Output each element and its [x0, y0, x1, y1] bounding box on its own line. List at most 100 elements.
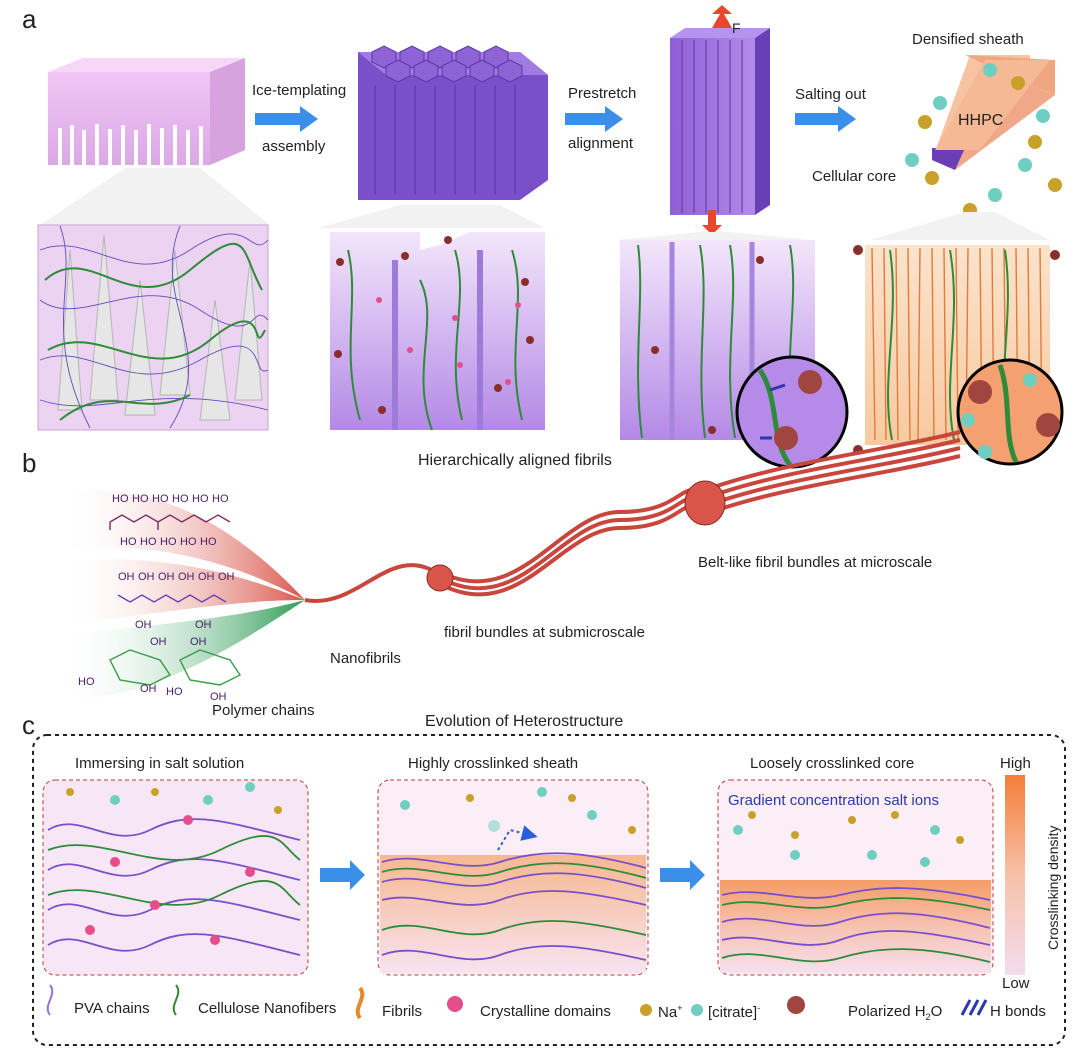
legend-hbonds: H bonds — [990, 1003, 1046, 1020]
water-legend-icon — [787, 996, 805, 1014]
panel-label-c: c — [22, 710, 35, 740]
ice-template-block — [48, 58, 245, 165]
force-label: F — [732, 20, 741, 36]
zoom-circle — [735, 355, 849, 469]
legend-cnf: Cellulose Nanofibers — [198, 1000, 337, 1017]
highly-crosslinked-label: Highly crosslinked sheath — [408, 755, 579, 772]
svg-text:OH: OH — [195, 619, 212, 631]
bundle-cross-section — [426, 564, 454, 592]
svg-text:OH: OH — [138, 571, 155, 583]
step-assembly: assembly — [262, 138, 326, 155]
legend-na: Na+ — [658, 1003, 683, 1021]
hhpc-slab — [905, 55, 1062, 217]
cnf-legend-icon — [172, 984, 180, 1016]
svg-text:OH: OH — [118, 571, 135, 583]
panel-c — [32, 734, 1066, 1046]
zoom-cone — [870, 212, 1050, 240]
svg-text:OH: OH — [198, 571, 215, 583]
panel-label-a: a — [22, 4, 37, 34]
svg-text:HO: HO — [172, 493, 189, 505]
legend-pva: PVA chains — [74, 1000, 150, 1017]
crosslink-scale-bar — [1005, 775, 1025, 975]
red-fan — [60, 559, 305, 625]
nanofibrils-label: Nanofibrils — [330, 650, 401, 667]
ion-markers — [905, 63, 1062, 217]
scale-high: High — [1000, 755, 1031, 772]
scale-axis-label: Crosslinking density — [1045, 825, 1061, 951]
hbond-legend-icon — [960, 999, 988, 1016]
scale-low: Low — [1002, 975, 1030, 992]
svg-text:HO: HO — [166, 686, 183, 698]
legend-citrate: [citrate]- — [708, 1003, 761, 1021]
process-arrow — [795, 106, 856, 132]
cellulose-molecule — [109, 649, 242, 686]
gradient-note: Gradient concentration salt ions — [728, 792, 939, 809]
svg-text:HO: HO — [160, 536, 177, 548]
immersion-box — [42, 779, 309, 976]
zoom-cone — [318, 205, 545, 228]
zoom-cone — [618, 232, 812, 240]
svg-text:OH: OH — [210, 691, 227, 703]
honeycomb-scaffold — [358, 45, 548, 200]
panel-a — [37, 5, 1064, 469]
step-salting-out: Salting out — [795, 86, 866, 103]
legend-fibrils: Fibrils — [382, 1003, 422, 1020]
svg-text:HO: HO — [200, 536, 217, 548]
svg-text:OH: OH — [190, 636, 207, 648]
svg-text:HO: HO — [112, 493, 129, 505]
densified-sheath-label: Densified sheath — [912, 31, 1024, 48]
svg-text:OH: OH — [218, 571, 235, 583]
svg-text:HO: HO — [192, 493, 209, 505]
step-prestretch: Prestretch — [568, 85, 637, 102]
heterostructure-frame — [32, 734, 1066, 1046]
svg-text:HO: HO — [120, 536, 137, 548]
aligned-fibrils-block — [620, 240, 849, 469]
pva-molecule — [117, 594, 227, 603]
red-fan — [60, 489, 305, 600]
force-arrow-up — [712, 5, 732, 28]
pva-molecule — [109, 514, 231, 530]
process-arrow — [255, 106, 318, 132]
hierarchical-caption: Hierarchically aligned fibrils — [418, 452, 612, 469]
step-ice-templating: Ice-templating — [252, 82, 347, 99]
svg-text:HO: HO — [140, 536, 157, 548]
legend-crystal: Crystalline domains — [480, 1003, 611, 1020]
polymer-chains-label: Polymer chains — [212, 702, 315, 719]
zoom-cone — [40, 168, 270, 225]
stretched-scaffold — [670, 5, 770, 235]
process-arrow — [565, 106, 623, 132]
legend-water: Polarized H2O — [848, 1003, 943, 1022]
aligned-cell-walls — [330, 232, 545, 431]
fibril-bundle-path — [304, 430, 961, 603]
na-legend-icon — [640, 1004, 652, 1016]
submicro-bundle-label: fibril bundles at submicroscale — [444, 624, 645, 641]
immersing-label: Immersing in salt solution — [75, 755, 245, 772]
step-alignment: alignment — [568, 135, 634, 152]
belt-bundle-label: Belt-like fibril bundles at microscale — [698, 554, 933, 571]
hhpc-label: HHPC — [958, 112, 1004, 129]
bundle-cross-section — [684, 480, 726, 526]
panel-label-b: b — [22, 448, 37, 478]
pva-legend-icon — [46, 984, 54, 1016]
svg-text:OH: OH — [140, 683, 157, 695]
process-arrow — [320, 860, 365, 890]
fibril-legend-icon — [355, 986, 365, 1020]
crystal-legend-icon — [447, 996, 463, 1012]
svg-text:OH: OH — [178, 571, 195, 583]
force-arrow-down — [702, 210, 722, 235]
panel-b: HO HO HO HO HO HO HO HO HO HO HO OH OH OH OH OH OH … — [60, 430, 961, 703]
legend — [46, 984, 988, 1020]
svg-text:HO: HO — [180, 536, 197, 548]
svg-text:HO: HO — [132, 493, 149, 505]
svg-text:OH: OH — [150, 636, 167, 648]
green-fan — [60, 600, 305, 700]
process-arrow — [660, 860, 705, 890]
heterostructure-title: Evolution of Heterostructure — [425, 713, 624, 730]
sheath-fibrils-block — [853, 245, 1064, 466]
svg-text:HO: HO — [212, 493, 229, 505]
citrate-legend-icon — [691, 1004, 703, 1016]
svg-text:HO: HO — [78, 676, 95, 688]
loosely-crosslinked-label: Loosely crosslinked core — [750, 755, 915, 772]
cellular-core-label: Cellular core — [812, 168, 897, 185]
